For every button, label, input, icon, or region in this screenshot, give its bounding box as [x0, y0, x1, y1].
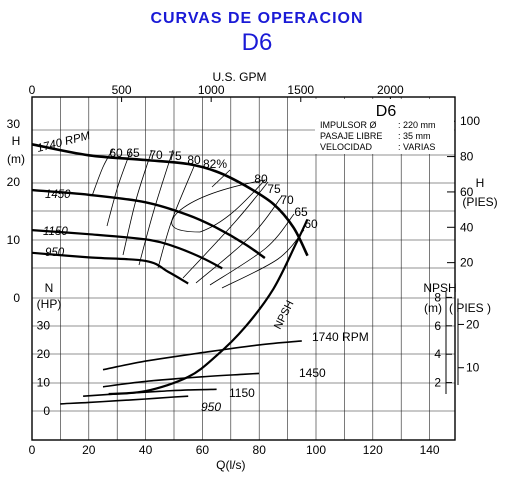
info-box-value: : VARIAS — [398, 142, 435, 152]
efficiency-label: 70 — [149, 148, 163, 162]
power-curve — [102, 372, 260, 388]
tick-label-gpm: 1500 — [287, 83, 314, 97]
npsh-curve-label: NPSH — [272, 299, 297, 332]
tick-label-npsh-m: 6 — [434, 319, 441, 333]
tick-label-head-m: 0 — [13, 291, 20, 305]
tick-label-head-m: 10 — [7, 233, 21, 247]
axis-label-q: Q(l/s) — [216, 458, 245, 472]
efficiency-label: 75 — [267, 182, 281, 196]
axis-label-gpm: U.S. GPM — [212, 70, 266, 84]
efficiency-label: 82% — [203, 157, 227, 171]
tick-label-head-m: 30 — [7, 117, 21, 131]
efficiency-label: 70 — [280, 193, 294, 207]
head-curve-label: 1450 — [45, 189, 71, 201]
efficiency-line — [182, 181, 269, 279]
tick-label-head-ft: 20 — [460, 256, 474, 270]
axis-unit-head-ft: (PIES) — [462, 195, 497, 209]
tick-label-gpm: 2000 — [377, 83, 404, 97]
axis-label-head-ft: H — [476, 176, 485, 190]
head-curve — [31, 188, 266, 259]
tick-label-npsh-m: 4 — [434, 347, 441, 361]
efficiency-line-peak — [171, 179, 267, 233]
power-curve-label: 1450 — [299, 366, 326, 380]
tick-label-head-ft: 40 — [460, 220, 474, 234]
tick-label-power: 20 — [37, 347, 51, 361]
tick-label-head-m: 20 — [7, 175, 21, 189]
info-box-value: : 35 mm — [398, 131, 431, 141]
efficiency-label: 65 — [126, 146, 140, 160]
power-curve-label: 1740 RPM — [312, 330, 369, 344]
tick-label-q: 100 — [306, 443, 326, 457]
efficiency-line — [106, 149, 132, 227]
chart-subtitle: D6 — [241, 29, 273, 56]
tick-label-q: 140 — [420, 443, 440, 457]
npsh-curve — [108, 218, 309, 396]
tick-label-q: 120 — [363, 443, 383, 457]
axis-unit-head-m: (m) — [7, 152, 25, 166]
info-box-label: VELOCIDAD — [320, 142, 373, 152]
tick-label-q: 80 — [253, 443, 267, 457]
tick-label-head-ft: 100 — [460, 114, 480, 128]
axis-label-head-m: H — [12, 134, 21, 148]
info-box — [315, 99, 454, 154]
info-box-value: : 220 mm — [398, 120, 436, 130]
head-curve-label: 1150 — [43, 226, 68, 238]
efficiency-line — [138, 149, 174, 266]
efficiency-label: 65 — [294, 205, 308, 219]
info-box-label: PASAJE LIBRE — [320, 131, 382, 141]
tick-label-gpm: 0 — [29, 83, 36, 97]
axis-label-power: N — [45, 281, 54, 295]
head-curve — [31, 251, 189, 285]
head-curve-label: 950 — [45, 247, 65, 259]
head-curve — [31, 143, 309, 257]
power-curve — [83, 388, 217, 397]
tick-label-gpm: 1000 — [198, 83, 225, 97]
tick-label-npsh-ft: 10 — [466, 361, 480, 375]
chart-title: CURVAS DE OPERACION — [150, 10, 364, 27]
plot-frame — [31, 96, 456, 441]
info-box-label: IMPULSOR Ø — [320, 120, 377, 130]
tick-label-npsh-m: 8 — [434, 290, 441, 304]
axis-unit-npsh-ft: ( PIES ) — [449, 301, 491, 315]
tick-label-npsh-ft: 20 — [466, 317, 480, 331]
axis-label-npsh: NPSH — [423, 281, 456, 295]
power-curve — [60, 395, 189, 405]
tick-label-npsh-m: 2 — [434, 376, 441, 390]
tick-label-head-ft: 60 — [460, 185, 474, 199]
tick-label-power: 0 — [43, 404, 50, 418]
power-curve-label: 950 — [201, 400, 221, 414]
axis-unit-power: (HP) — [37, 297, 62, 311]
power-curve-label: 1150 — [229, 386, 255, 400]
efficiency-label: 80 — [254, 172, 268, 186]
tick-label-power: 10 — [37, 376, 51, 390]
power-curve — [102, 340, 302, 371]
efficiency-label: 75 — [168, 149, 182, 163]
tick-label-q: 20 — [82, 443, 96, 457]
info-box-model: D6 — [376, 103, 397, 120]
tick-label-q: 40 — [139, 443, 153, 457]
efficiency-line — [91, 148, 114, 197]
axis-unit-npsh-m: (m) — [424, 301, 442, 315]
tick-label-head-ft: 80 — [460, 150, 474, 164]
tick-label-gpm: 500 — [112, 83, 132, 97]
tick-label-power: 30 — [37, 319, 51, 333]
tick-label-q: 0 — [29, 443, 36, 457]
head-curve — [31, 229, 223, 270]
tick-label-q: 60 — [196, 443, 210, 457]
efficiency-leader — [211, 169, 231, 188]
